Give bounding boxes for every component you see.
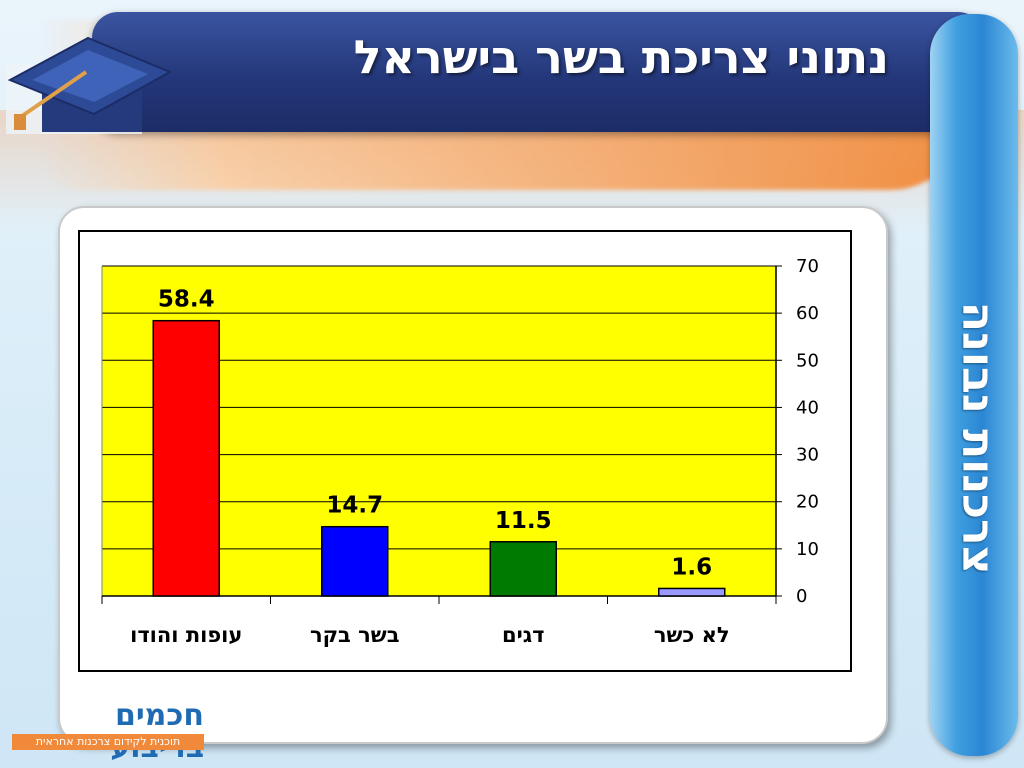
y-tick-label: 10 [796, 539, 819, 560]
y-tick-label: 50 [796, 350, 819, 371]
data-label: 11.5 [495, 508, 552, 534]
bar [658, 587, 726, 597]
x-tick-label: עופות והודו [130, 623, 242, 647]
bar [321, 525, 389, 597]
side-bar [930, 14, 1018, 756]
data-label: 58.4 [158, 287, 215, 313]
graduation-cap-icon [6, 36, 173, 134]
bar [489, 541, 557, 597]
y-tick-label: 0 [796, 586, 807, 607]
bar-chart: 0 10 20 30 40 50 60 70 58.4 עופות והודו 14.7 בשר בק… [78, 230, 852, 672]
y-tick-label: 60 [796, 303, 819, 324]
bar [152, 319, 220, 597]
data-label: 1.6 [671, 554, 712, 580]
x-tick-label: בשר בקר [310, 623, 400, 647]
y-tick-label: 70 [796, 256, 819, 277]
data-label: 14.7 [326, 493, 383, 519]
logo-name: חכמים בריבוע [110, 698, 204, 764]
y-tick-label: 40 [796, 397, 819, 418]
y-tick-label: 20 [796, 492, 819, 513]
side-label: צרכנות נבונה [952, 301, 1004, 575]
slide-title: נתוני צריכת בשר בישראל [353, 30, 889, 84]
logo-tagline: תוכנית לקידום צרכנות אחראית [12, 734, 204, 750]
y-tick-label: 30 [796, 445, 819, 466]
x-tick-label: לא כשר [654, 623, 730, 647]
title-banner [92, 12, 984, 132]
x-tick-label: דגים [502, 623, 545, 647]
